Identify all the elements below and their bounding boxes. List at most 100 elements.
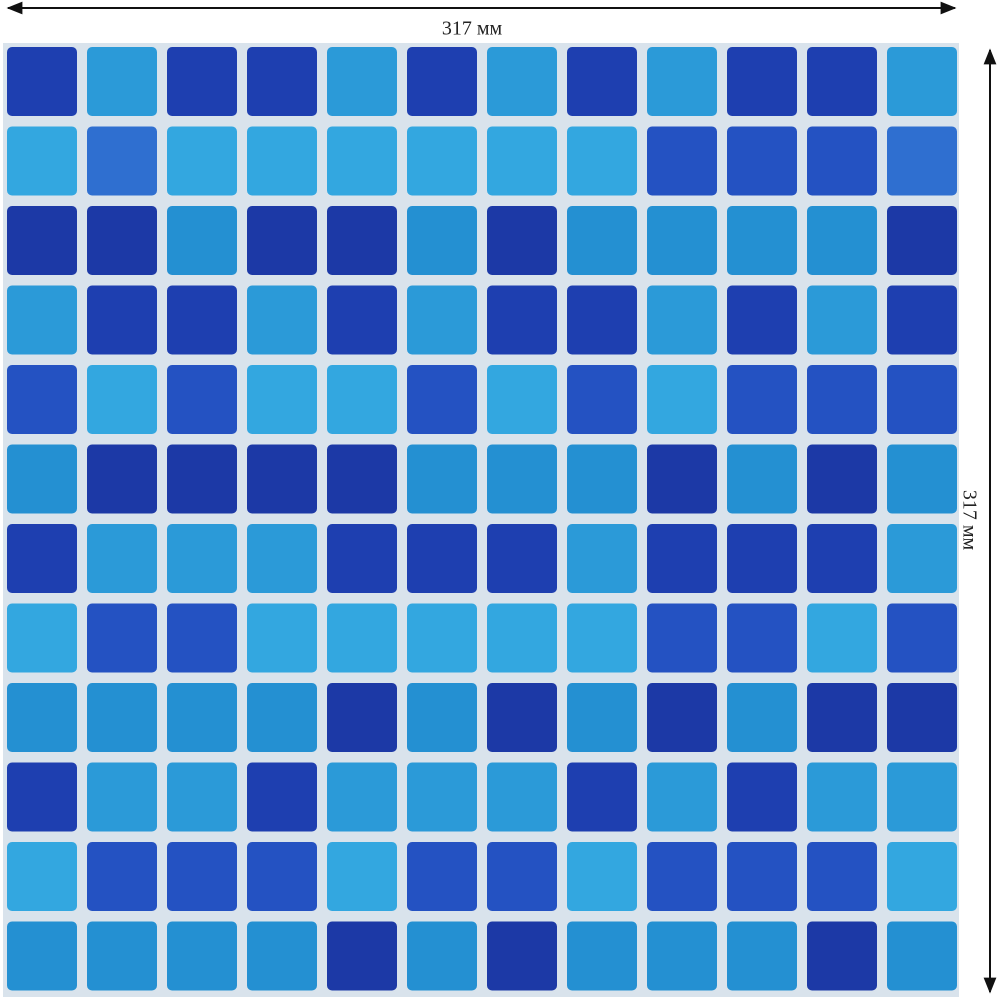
tile	[887, 524, 957, 593]
tile	[407, 921, 477, 991]
tile	[87, 206, 157, 275]
tile	[807, 206, 877, 275]
tile	[567, 762, 637, 832]
tile	[247, 842, 317, 911]
tile	[487, 524, 557, 593]
tile	[407, 126, 477, 196]
tile	[647, 206, 717, 275]
tile	[7, 524, 77, 593]
height-label: 317 мм	[958, 490, 980, 551]
tile	[327, 47, 397, 116]
tile	[727, 365, 797, 434]
tile	[167, 524, 237, 593]
tile	[807, 762, 877, 832]
tile	[7, 762, 77, 832]
tile	[807, 603, 877, 673]
tile	[647, 762, 717, 832]
tile	[327, 285, 397, 355]
tile	[87, 47, 157, 116]
tile	[7, 47, 77, 116]
tile	[807, 365, 877, 434]
tile	[807, 524, 877, 593]
tile	[647, 47, 717, 116]
tile	[167, 126, 237, 196]
tile	[647, 921, 717, 991]
tile	[247, 365, 317, 434]
tile	[7, 683, 77, 752]
tile	[7, 206, 77, 275]
tile	[87, 285, 157, 355]
tile	[807, 126, 877, 196]
tile	[87, 444, 157, 514]
tile	[87, 603, 157, 673]
tile	[87, 762, 157, 832]
tile	[7, 126, 77, 196]
tile	[887, 842, 957, 911]
tile	[567, 126, 637, 196]
tile	[247, 603, 317, 673]
tile	[727, 206, 797, 275]
tile	[487, 126, 557, 196]
tile	[807, 47, 877, 116]
tile	[487, 603, 557, 673]
tile	[727, 762, 797, 832]
tile	[807, 444, 877, 514]
tile	[407, 524, 477, 593]
tile	[647, 683, 717, 752]
tile	[247, 762, 317, 832]
tile	[567, 524, 637, 593]
tile	[247, 47, 317, 116]
tile	[407, 842, 477, 911]
tile	[7, 603, 77, 673]
tile	[87, 842, 157, 911]
tile	[567, 603, 637, 673]
tile	[807, 842, 877, 911]
tile	[247, 285, 317, 355]
tile	[727, 47, 797, 116]
tile	[167, 921, 237, 991]
tile	[407, 762, 477, 832]
tile	[887, 921, 957, 991]
tile	[487, 683, 557, 752]
tile	[407, 683, 477, 752]
tile	[727, 524, 797, 593]
tile	[87, 126, 157, 196]
tile	[327, 683, 397, 752]
tile	[567, 683, 637, 752]
tile	[327, 842, 397, 911]
tile	[407, 444, 477, 514]
tile	[327, 126, 397, 196]
tile	[407, 285, 477, 355]
tile	[887, 285, 957, 355]
tile	[647, 365, 717, 434]
tile	[487, 762, 557, 832]
tile	[167, 683, 237, 752]
tile	[247, 444, 317, 514]
tile	[487, 842, 557, 911]
tile	[567, 444, 637, 514]
tile	[727, 842, 797, 911]
tile	[887, 365, 957, 434]
tile	[727, 921, 797, 991]
tile	[327, 444, 397, 514]
tile	[167, 47, 237, 116]
tile	[167, 285, 237, 355]
tile	[567, 921, 637, 991]
tile	[87, 921, 157, 991]
tile	[567, 285, 637, 355]
tile	[487, 47, 557, 116]
tile	[167, 762, 237, 832]
tile	[7, 842, 77, 911]
tile	[647, 126, 717, 196]
tile	[7, 921, 77, 991]
tile	[167, 842, 237, 911]
tile	[167, 206, 237, 275]
tile	[167, 603, 237, 673]
tile	[247, 921, 317, 991]
tile	[407, 365, 477, 434]
tile	[327, 921, 397, 991]
tile	[647, 842, 717, 911]
tile	[407, 603, 477, 673]
mosaic-grid	[7, 47, 957, 991]
